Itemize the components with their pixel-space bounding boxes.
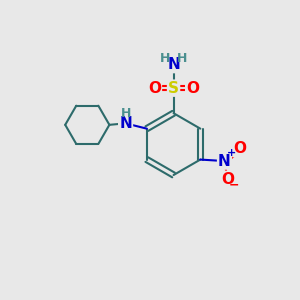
Text: N: N bbox=[119, 116, 132, 131]
Text: O: O bbox=[233, 141, 246, 156]
Text: H: H bbox=[177, 52, 187, 64]
Text: N: N bbox=[167, 57, 180, 72]
Text: H: H bbox=[121, 107, 131, 120]
Text: O: O bbox=[148, 81, 161, 96]
Text: −: − bbox=[229, 178, 239, 191]
Text: S: S bbox=[168, 81, 179, 96]
Text: O: O bbox=[186, 81, 199, 96]
Text: +: + bbox=[227, 148, 236, 158]
Text: N: N bbox=[218, 154, 231, 169]
Text: O: O bbox=[221, 172, 234, 187]
Text: H: H bbox=[160, 52, 170, 64]
